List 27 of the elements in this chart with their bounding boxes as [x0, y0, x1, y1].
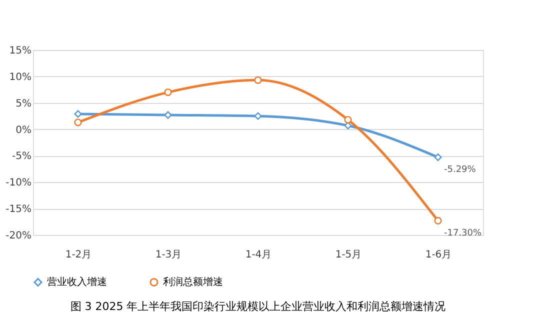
x-tick-label: 1-2月	[65, 250, 92, 260]
point	[74, 118, 82, 126]
point	[164, 111, 172, 119]
x-tick-label: 1-4月	[245, 250, 272, 260]
y-tick-label: 10%	[9, 72, 32, 83]
y-tick-label: 0%	[16, 124, 32, 136]
x-tick-label: 1-5月	[335, 250, 362, 260]
y-tick-label: -5%	[12, 151, 32, 162]
point	[74, 110, 82, 118]
y-tick-label: 5%	[16, 98, 32, 110]
point	[254, 76, 262, 84]
x-tick-label: 1-3月	[155, 250, 182, 260]
y-tick-label: 15%	[9, 46, 32, 56]
y-tick-label: -20%	[6, 230, 32, 242]
x-tick-label: 1-6月	[425, 250, 452, 260]
y-tick-label: -15%	[6, 204, 32, 216]
legend-label: 利润总额增速	[163, 276, 223, 288]
text: 图 3 2025 年上半年我国印染行业规模以上企业营业收入和利润总额增速情况	[70, 300, 446, 313]
point	[344, 116, 352, 124]
point	[164, 88, 172, 96]
point	[434, 216, 442, 225]
data-label: -17.30%	[444, 228, 482, 239]
y-tick-label: -10%	[6, 178, 32, 189]
point	[434, 153, 442, 162]
data-label: -5.29%	[444, 165, 476, 176]
point	[254, 112, 262, 120]
legend-label: 营业收入增速	[47, 276, 107, 288]
